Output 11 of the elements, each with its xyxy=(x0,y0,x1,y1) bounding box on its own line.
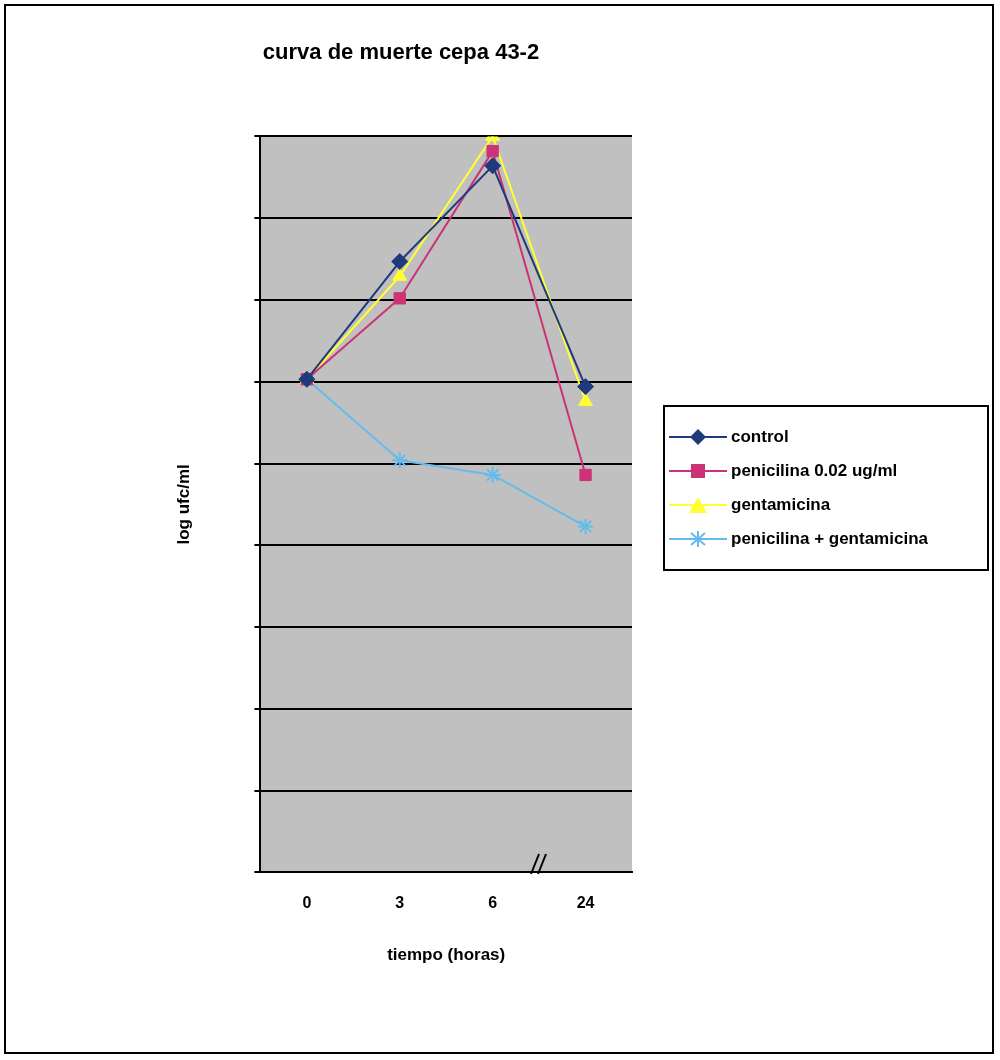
x-tick-label: 24 xyxy=(576,894,595,912)
legend-label: penicilina 0.02 ug/ml xyxy=(731,461,898,481)
x-tick-label: 6 xyxy=(488,894,498,912)
x-tick-label: 0 xyxy=(302,894,312,912)
legend-label: penicilina + gentamicina xyxy=(731,529,928,549)
chart-title: curva de muerte cepa 43-2 xyxy=(262,39,540,65)
x-tick-label: 3 xyxy=(395,894,405,912)
legend-label: control xyxy=(731,427,789,447)
legend-label: gentamicina xyxy=(731,495,831,515)
y-axis-title: log ufc/ml xyxy=(173,464,193,545)
x-axis-title: tiempo (horas) xyxy=(387,945,506,965)
